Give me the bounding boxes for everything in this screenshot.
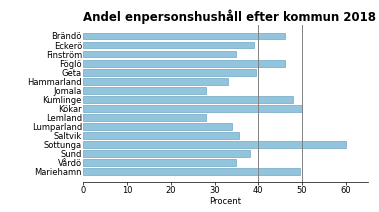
Bar (83, 87, 206, 94)
Bar (83, 96, 293, 103)
Bar (83, 51, 236, 57)
Bar (83, 69, 256, 76)
Bar (83, 150, 249, 157)
X-axis label: Procent: Procent (210, 197, 241, 206)
Bar (83, 60, 285, 67)
Text: Andel enpersonshushåll efter kommun 2018: Andel enpersonshushåll efter kommun 2018 (83, 10, 376, 24)
Bar (83, 114, 206, 121)
Bar (83, 42, 254, 48)
Bar (83, 33, 285, 39)
Bar (83, 105, 302, 112)
Bar (83, 141, 346, 148)
Bar (83, 123, 232, 130)
Bar (83, 168, 300, 175)
Bar (83, 159, 236, 166)
Bar (83, 78, 228, 85)
Bar (83, 132, 239, 139)
